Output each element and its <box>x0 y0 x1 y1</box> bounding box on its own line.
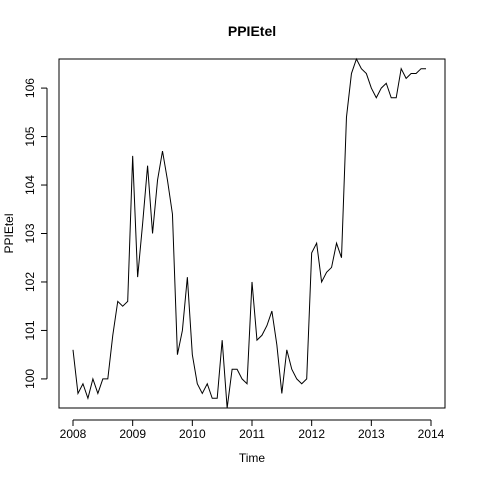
y-tick-label: 106 <box>23 78 37 98</box>
y-axis-label: PPIEtel <box>2 213 16 253</box>
y-tick-label: 103 <box>23 223 37 243</box>
x-tick-label: 2008 <box>60 427 87 441</box>
x-tick-label: 2013 <box>358 427 385 441</box>
chart-title: PPIEtel <box>228 23 276 39</box>
x-tick-label: 2011 <box>239 427 265 441</box>
plot-frame <box>58 58 446 409</box>
x-tick-label: 2012 <box>298 427 325 441</box>
x-axis: 2008 2009 2010 2011 2012 2013 2014 <box>60 419 445 441</box>
y-axis: 100 101 102 103 104 105 106 <box>23 78 48 389</box>
x-axis-label: Time <box>239 451 266 465</box>
y-tick-label: 101 <box>23 320 37 340</box>
y-tick-label: 105 <box>23 126 37 146</box>
x-tick-label: 2014 <box>418 427 445 441</box>
y-tick-label: 104 <box>23 175 37 195</box>
series-line <box>72 57 427 409</box>
y-tick-label: 100 <box>23 369 37 389</box>
y-tick-label: 102 <box>23 272 37 292</box>
x-tick-label: 2010 <box>179 427 206 441</box>
x-tick-label: 2009 <box>119 427 146 441</box>
